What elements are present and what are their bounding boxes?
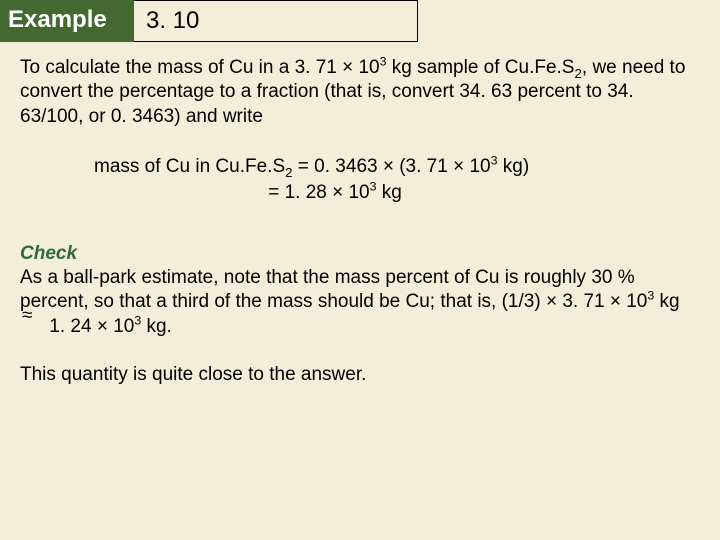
example-label: Example	[0, 0, 134, 42]
example-header: Example 3. 10	[0, 0, 418, 42]
calc1-a: mass of Cu in Cu.Fe.S	[94, 156, 285, 177]
closing-sentence: This quantity is quite close to the answ…	[20, 363, 700, 387]
p1-text-b: kg sample of Cu.Fe.S	[387, 57, 575, 78]
check-b: kg	[654, 291, 679, 312]
calc2-b: kg	[377, 182, 402, 203]
calc-line-1: mass of Cu in Cu.Fe.S2 = 0. 3463 × (3. 7…	[94, 155, 700, 179]
p1-text-a: To calculate the mass of Cu in a 3. 71 ×…	[20, 57, 380, 78]
check-text: As a ball-park estimate, note that the m…	[20, 266, 700, 339]
exp-3: 3	[370, 180, 377, 194]
calculation-block: mass of Cu in Cu.Fe.S2 = 0. 3463 × (3. 7…	[94, 155, 700, 206]
calc2-a: = 1. 28 × 10	[263, 182, 370, 203]
sub-2: 2	[574, 66, 581, 81]
check-d: kg.	[141, 316, 172, 337]
approx-symbol: ≈	[22, 304, 32, 328]
calc1-b: = 0. 3463 × (3. 71 × 10	[293, 156, 491, 177]
sub-2: 2	[285, 165, 292, 180]
check-c: 1. 24 × 10	[44, 316, 134, 337]
example-number: 3. 10	[134, 0, 418, 42]
calc2-pad	[94, 182, 263, 203]
calc1-c: kg)	[497, 156, 529, 177]
exp-3: 3	[380, 55, 387, 69]
calc-line-2: = 1. 28 × 103 kg	[94, 181, 700, 205]
intro-paragraph: To calculate the mass of Cu in a 3. 71 ×…	[20, 56, 700, 129]
check-label: Check	[20, 242, 700, 266]
check-block: Check As a ball-park estimate, note that…	[20, 242, 700, 339]
content-area: To calculate the mass of Cu in a 3. 71 ×…	[0, 42, 720, 387]
check-a: As a ball-park estimate, note that the m…	[20, 267, 647, 312]
